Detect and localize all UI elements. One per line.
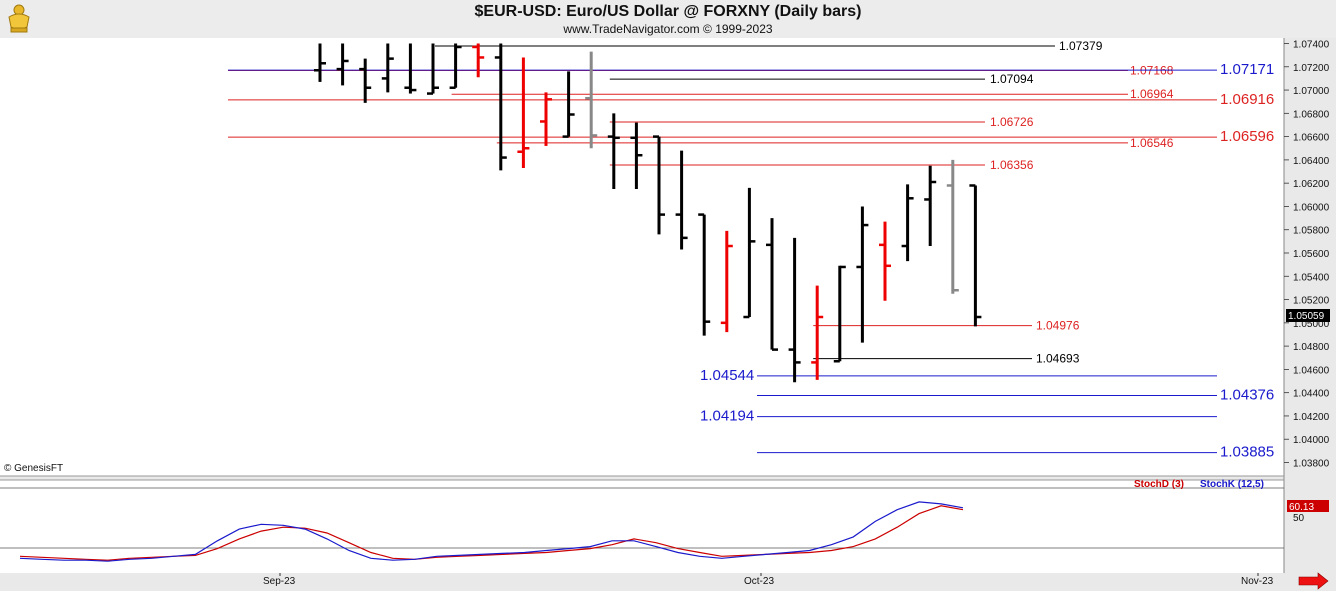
ohlc-bar xyxy=(517,57,530,169)
level-label: 1.06964 xyxy=(1130,87,1174,101)
y-tick-label: 1.05000 xyxy=(1293,319,1330,330)
chart-title: $EUR-USD: Euro/US Dollar @ FORXNY (Daily… xyxy=(474,3,862,20)
level-label: 1.07379 xyxy=(1059,39,1103,53)
ohlc-bar xyxy=(675,150,688,250)
level-label: 1.06356 xyxy=(990,158,1034,172)
level-label: 1.04194 xyxy=(700,408,754,425)
stoch-series-line xyxy=(19,501,964,562)
ohlc-bar xyxy=(743,187,756,319)
chart-header: $EUR-USD: Euro/US Dollar @ FORXNY (Daily… xyxy=(0,0,1336,38)
x-tick-label: Oct-23 xyxy=(744,576,774,587)
level-label: 1.03885 xyxy=(1220,444,1274,461)
stoch-last-value-label: 60.13 xyxy=(1289,502,1314,513)
ohlc-bar xyxy=(314,43,326,82)
ohlc-bar xyxy=(449,43,462,89)
stochastic-panel xyxy=(0,480,1284,573)
y-tick-label: 1.06800 xyxy=(1293,109,1330,120)
level-label: 1.06596 xyxy=(1220,128,1274,145)
copyright: © GenesisFT xyxy=(4,463,63,474)
ohlc-bar xyxy=(630,122,643,189)
x-tick-label: Sep-23 xyxy=(263,576,296,587)
y-tick-label: 1.03800 xyxy=(1293,459,1330,470)
ohlc-bar xyxy=(404,43,417,94)
last-price-label: 1.05059 xyxy=(1288,311,1325,322)
y-tick-label: 1.07400 xyxy=(1293,40,1330,51)
date-x-axis: Sep-23 Oct-23 Nov-23 xyxy=(263,573,1274,587)
level-label: 1.04693 xyxy=(1036,352,1080,366)
ohlc-bar xyxy=(833,265,846,363)
ohlc-bar xyxy=(698,213,711,336)
ohlc-bar xyxy=(562,71,575,138)
ohlc-bar xyxy=(924,165,937,247)
price-panel xyxy=(0,38,1284,476)
y-tick-label: 1.06400 xyxy=(1293,156,1330,167)
ohlc-bar xyxy=(585,51,598,149)
ohlc-bar xyxy=(540,92,552,146)
ohlc-bar xyxy=(969,184,982,327)
chart-subtitle: www.TradeNavigator.com © 1999-2023 xyxy=(563,22,773,36)
y-tick-label: 1.07000 xyxy=(1293,86,1330,97)
y-tick-label: 1.07200 xyxy=(1293,63,1330,74)
ohlc-bar xyxy=(720,230,733,333)
ohlc-bar xyxy=(427,43,439,95)
legend-stochk: StochK (12,5) xyxy=(1200,479,1264,490)
y-tick-label: 1.06200 xyxy=(1293,179,1330,190)
ohlc-bar xyxy=(856,206,869,343)
level-label: 1.06726 xyxy=(990,115,1034,129)
stoch-tick-50: 50 xyxy=(1293,513,1305,524)
trophy-logo-icon xyxy=(8,4,30,33)
ohlc-bar xyxy=(879,221,891,301)
y-tick-label: 1.04800 xyxy=(1293,342,1330,353)
y-tick-label: 1.05600 xyxy=(1293,249,1330,260)
ohlc-bars xyxy=(314,43,982,383)
last-price-box xyxy=(1286,309,1330,322)
ohlc-bar xyxy=(901,184,914,262)
ohlc-bar xyxy=(494,43,507,171)
y-tick-label: 1.06000 xyxy=(1293,202,1330,213)
level-label: 1.04376 xyxy=(1220,386,1274,403)
y-tick-label: 1.04400 xyxy=(1293,389,1330,400)
ohlc-bar xyxy=(788,237,801,383)
level-label: 1.04544 xyxy=(700,367,754,384)
scroll-right-arrow-icon[interactable] xyxy=(1298,572,1329,590)
level-label: 1.06546 xyxy=(1130,136,1174,150)
stochastic-lines xyxy=(19,501,964,562)
y-tick-label: 1.04200 xyxy=(1293,412,1330,423)
level-label: 1.06916 xyxy=(1220,91,1274,108)
ohlc-bar xyxy=(359,58,372,103)
y-tick-label: 1.04000 xyxy=(1293,435,1330,446)
ohlc-bar xyxy=(381,43,394,93)
ohlc-bar xyxy=(653,135,665,235)
ohlc-bar xyxy=(811,285,824,380)
y-tick-label: 1.05800 xyxy=(1293,226,1330,237)
y-tick-label: 1.04600 xyxy=(1293,365,1330,376)
y-tick-label: 1.06600 xyxy=(1293,133,1330,144)
ohlc-bar xyxy=(607,113,620,189)
ohlc-bar xyxy=(472,43,485,78)
level-label: 1.07094 xyxy=(990,72,1034,86)
legend-stochd: StochD (3) xyxy=(1134,479,1184,490)
x-tick-label: Nov-23 xyxy=(1241,576,1274,587)
y-tick-label: 1.05400 xyxy=(1293,272,1330,283)
level-label: 1.04976 xyxy=(1036,319,1080,333)
level-label: 1.07171 xyxy=(1220,61,1274,78)
price-y-axis: 1.07400 1.07200 1.07000 1.06800 1.06600 1.064… xyxy=(1284,40,1330,470)
ohlc-bar xyxy=(766,218,778,351)
y-tick-label: 1.05200 xyxy=(1293,296,1330,307)
ohlc-bar xyxy=(336,43,349,86)
stoch-last-value-box xyxy=(1287,500,1329,512)
ohlc-bar xyxy=(946,159,959,294)
